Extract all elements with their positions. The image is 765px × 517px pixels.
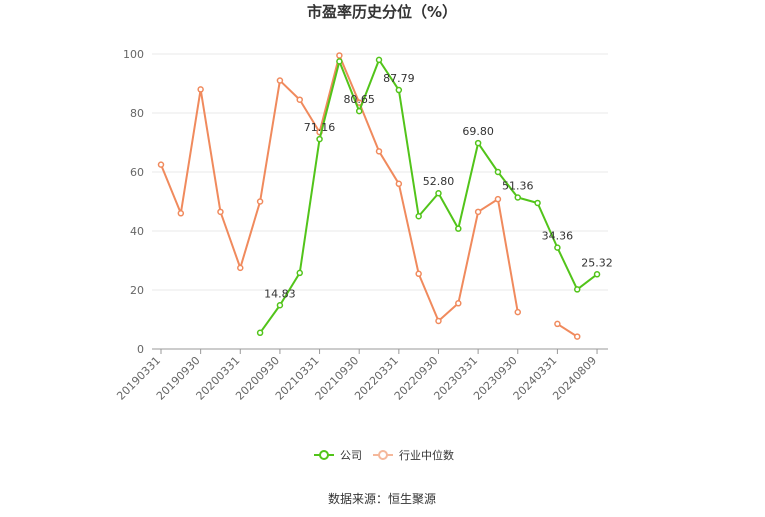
y-tick-label: 100 xyxy=(123,48,144,61)
point-company[interactable] xyxy=(455,225,462,232)
point-company[interactable] xyxy=(395,86,403,94)
series-layer xyxy=(157,52,601,340)
point-company[interactable] xyxy=(494,168,502,176)
point-industry[interactable] xyxy=(395,180,403,188)
data-label-company: 25.32 xyxy=(581,256,613,269)
legend-item-industry[interactable]: 行业中位数 xyxy=(373,448,454,462)
point-industry[interactable] xyxy=(256,198,264,205)
x-tick-label: 20240809 xyxy=(550,354,599,403)
point-company[interactable] xyxy=(573,286,581,293)
point-company[interactable] xyxy=(593,271,601,278)
point-industry[interactable] xyxy=(177,210,185,217)
series-line-company xyxy=(259,58,598,334)
point-industry[interactable] xyxy=(375,148,383,155)
point-company[interactable] xyxy=(415,213,422,220)
point-industry[interactable] xyxy=(336,52,343,59)
legend-label-industry: 行业中位数 xyxy=(399,448,454,462)
point-industry[interactable] xyxy=(455,300,462,307)
y-tick-label: 60 xyxy=(130,166,144,179)
data-label-company: 51.36 xyxy=(502,179,534,192)
point-company[interactable] xyxy=(474,139,482,147)
y-tick-label: 80 xyxy=(130,107,144,120)
point-industry[interactable] xyxy=(296,96,303,103)
series-line-industry xyxy=(556,323,578,338)
y-tick-label: 0 xyxy=(137,343,144,356)
point-company[interactable] xyxy=(256,329,264,337)
point-company[interactable] xyxy=(375,56,383,64)
point-industry[interactable] xyxy=(157,161,165,168)
point-industry[interactable] xyxy=(474,208,482,216)
point-company[interactable] xyxy=(276,302,284,309)
y-tick-label: 40 xyxy=(130,225,144,238)
series-line-industry xyxy=(160,54,519,322)
legend-marker-company xyxy=(319,450,329,460)
point-company[interactable] xyxy=(435,189,442,197)
source-note: 数据来源：恒生聚源 xyxy=(328,491,436,506)
point-company[interactable] xyxy=(296,269,303,277)
point-company[interactable] xyxy=(336,58,343,65)
legend-label-company: 公司 xyxy=(340,449,362,462)
point-industry[interactable] xyxy=(197,86,204,93)
data-label-company: 52.80 xyxy=(423,175,455,188)
point-industry[interactable] xyxy=(276,77,284,84)
point-industry[interactable] xyxy=(217,208,224,216)
data-label-company: 80.65 xyxy=(343,93,375,106)
point-industry[interactable] xyxy=(435,317,442,325)
point-industry[interactable] xyxy=(554,320,561,328)
point-industry[interactable] xyxy=(573,333,581,340)
data-label-company: 87.79 xyxy=(383,72,415,85)
point-company[interactable] xyxy=(554,244,561,251)
legend-item-company[interactable]: 公司 xyxy=(314,449,362,462)
data-label-company: 69.80 xyxy=(462,125,494,138)
data-labels: 14.83 71.16 80.65 87.79 52.80 69.80 51.36 34.36… xyxy=(264,72,613,300)
data-label-company: 34.36 xyxy=(542,230,574,243)
grid xyxy=(152,53,608,291)
data-label-company: 14.83 xyxy=(264,287,296,300)
point-company[interactable] xyxy=(355,107,363,115)
point-company[interactable] xyxy=(514,194,522,201)
point-industry[interactable] xyxy=(237,264,244,272)
legend: 公司 行业中位数 xyxy=(314,448,454,462)
point-industry[interactable] xyxy=(514,308,522,316)
data-label-company: 71.16 xyxy=(304,121,336,134)
point-company[interactable] xyxy=(316,135,323,143)
legend-marker-industry xyxy=(378,450,388,460)
point-industry[interactable] xyxy=(415,270,422,278)
y-tick-label: 20 xyxy=(130,284,144,297)
point-company[interactable] xyxy=(534,199,541,207)
point-industry[interactable] xyxy=(494,195,502,203)
chart-title: 市盈率历史分位（%） xyxy=(307,3,457,21)
